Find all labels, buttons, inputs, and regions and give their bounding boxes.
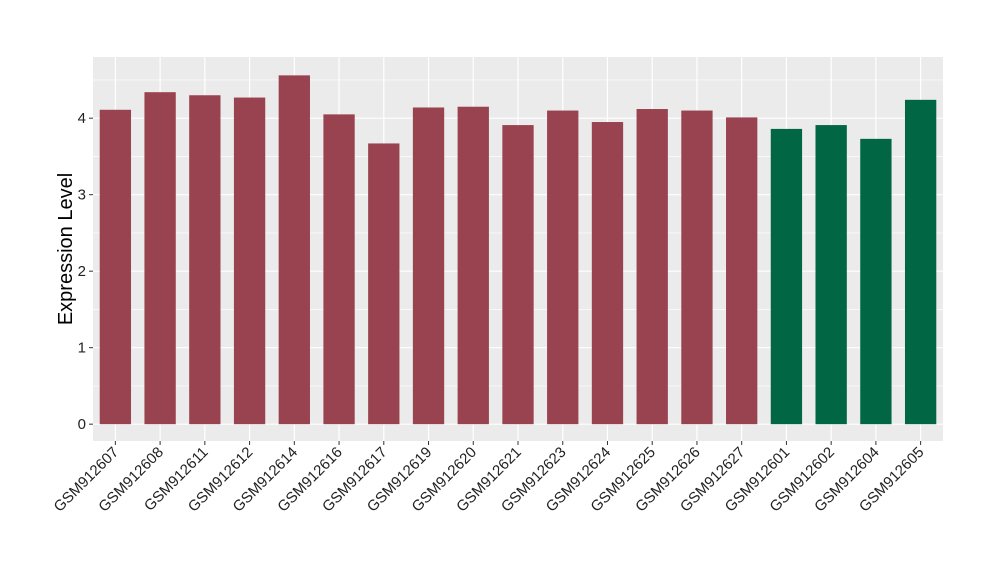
y-axis-title: Expression Level (55, 173, 77, 325)
bar-GSM912614 (278, 75, 310, 425)
y-tick-label: 4 (78, 110, 86, 127)
bar-GSM912608 (144, 92, 176, 425)
bar-GSM912607 (99, 109, 132, 425)
y-tick-label: 0 (78, 416, 86, 433)
bar-GSM912624 (591, 122, 624, 425)
bar-GSM912605 (904, 99, 937, 425)
bar-GSM912619 (412, 107, 445, 425)
bars (99, 75, 937, 425)
bar-GSM912620 (457, 106, 489, 425)
x-axis: GSM912607GSM912608GSM912611GSM912612GSM9… (51, 441, 927, 515)
bar-GSM912602 (815, 125, 847, 425)
y-axis: 0 1 2 3 4 (78, 110, 93, 433)
bar-GSM912623 (547, 110, 579, 425)
bar-GSM912627 (726, 117, 758, 425)
bar-GSM912621 (502, 125, 534, 425)
y-tick-label: 1 (78, 340, 86, 357)
bar-GSM912617 (368, 143, 400, 425)
bar-GSM912616 (323, 114, 355, 425)
y-tick-label: 2 (78, 263, 86, 280)
bar-GSM912601 (770, 128, 803, 425)
bar-GSM912626 (681, 110, 713, 425)
y-tick-label: 3 (78, 187, 86, 204)
bar-GSM912625 (636, 109, 668, 425)
bar-GSM912611 (189, 95, 221, 425)
bar-GSM912604 (860, 138, 892, 425)
bar-GSM912612 (233, 97, 266, 425)
